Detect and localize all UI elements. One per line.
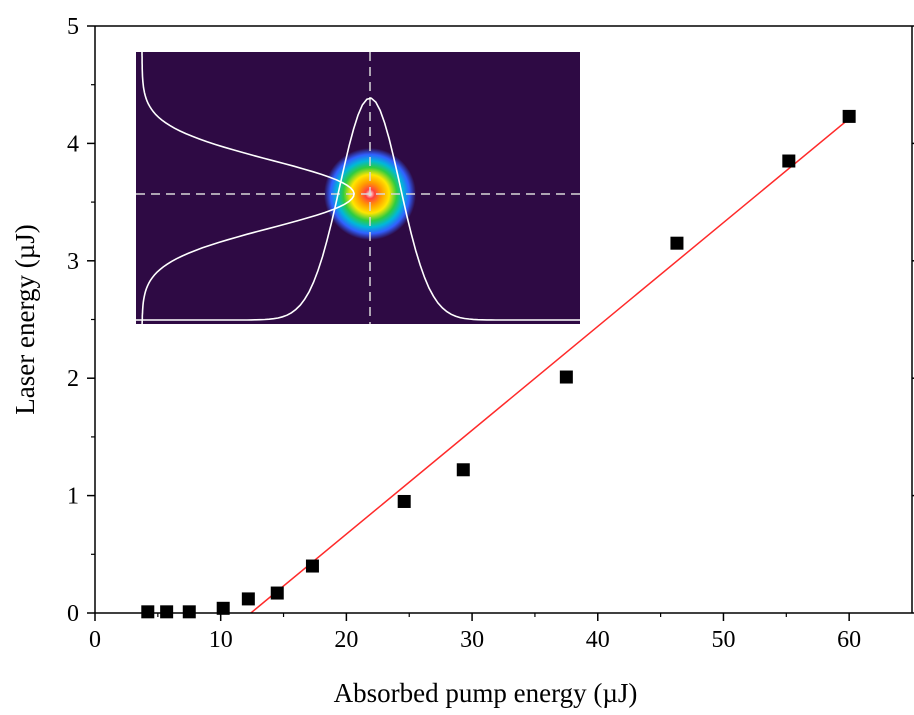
data-point-1 xyxy=(160,605,174,619)
data-point-5 xyxy=(270,586,284,600)
data-point-0 xyxy=(141,605,155,619)
profile-horizontal-axis xyxy=(136,97,580,321)
x-tick-label-5: 50 xyxy=(711,627,735,653)
x-tick-label-0: 0 xyxy=(89,627,101,653)
data-point-3 xyxy=(216,601,230,615)
x-tick-label-2: 20 xyxy=(334,627,358,653)
data-point-6 xyxy=(305,559,319,573)
data-point-2 xyxy=(182,605,196,619)
profile-vertical-axis xyxy=(141,52,355,325)
y-tick-label-1: 1 xyxy=(67,484,79,510)
data-point-8 xyxy=(456,463,470,477)
x-axis-title: Absorbed pump energy (µJ) xyxy=(334,678,638,708)
x-tick-label-6: 60 xyxy=(837,627,861,653)
data-point-11 xyxy=(782,154,796,168)
y-tick-label-4: 4 xyxy=(67,131,79,157)
y-tick-label-2: 2 xyxy=(67,366,79,392)
x-tick-label-1: 10 xyxy=(209,627,233,653)
y-axis-title: Laser energy (µJ) xyxy=(10,224,40,414)
data-point-7 xyxy=(397,494,411,508)
y-tick-label-3: 3 xyxy=(67,249,79,275)
fit-line xyxy=(250,118,850,614)
y-tick-label-5: 5 xyxy=(67,14,79,40)
data-point-4 xyxy=(241,592,255,606)
inset-beam-profile xyxy=(136,52,580,325)
data-point-9 xyxy=(559,370,573,384)
x-tick-label-4: 40 xyxy=(586,627,610,653)
x-tick-label-3: 30 xyxy=(460,627,484,653)
y-tick-label-0: 0 xyxy=(67,601,79,627)
data-point-10 xyxy=(670,236,684,250)
data-point-12 xyxy=(842,109,856,123)
